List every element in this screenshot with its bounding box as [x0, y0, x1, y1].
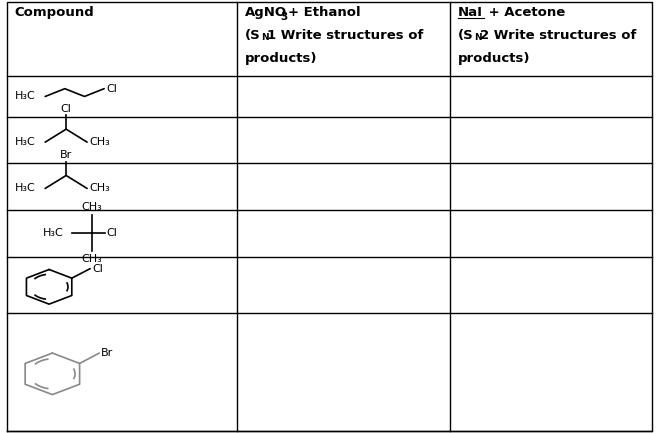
Text: Compound: Compound	[14, 6, 94, 19]
Text: + Acetone: + Acetone	[485, 6, 566, 19]
Text: (S: (S	[245, 29, 261, 42]
Text: H₃C: H₃C	[14, 184, 35, 194]
Text: CH₃: CH₃	[81, 254, 102, 264]
Text: 3: 3	[281, 12, 288, 22]
Text: Cl: Cl	[107, 84, 118, 94]
Text: CH₃: CH₃	[90, 184, 110, 194]
Text: Cl: Cl	[60, 103, 72, 113]
Text: Br: Br	[60, 150, 73, 160]
Text: + Ethanol: + Ethanol	[288, 6, 360, 19]
Text: products): products)	[245, 52, 318, 65]
Text: Cl: Cl	[92, 264, 103, 274]
Text: N: N	[474, 33, 482, 42]
Text: N: N	[261, 33, 269, 42]
Text: AgNO: AgNO	[245, 6, 288, 19]
Text: Cl: Cl	[106, 228, 117, 238]
Text: CH₃: CH₃	[90, 137, 110, 147]
Text: H₃C: H₃C	[14, 91, 35, 101]
Text: NaI: NaI	[458, 6, 483, 19]
Text: products): products)	[458, 52, 531, 65]
Text: Br: Br	[101, 348, 114, 358]
Text: H₃C: H₃C	[42, 228, 63, 238]
Text: 1 Write structures of: 1 Write structures of	[267, 29, 423, 42]
Text: CH₃: CH₃	[81, 203, 102, 213]
Text: 2 Write structures of: 2 Write structures of	[480, 29, 636, 42]
Text: (S: (S	[458, 29, 474, 42]
Text: H₃C: H₃C	[14, 137, 35, 147]
